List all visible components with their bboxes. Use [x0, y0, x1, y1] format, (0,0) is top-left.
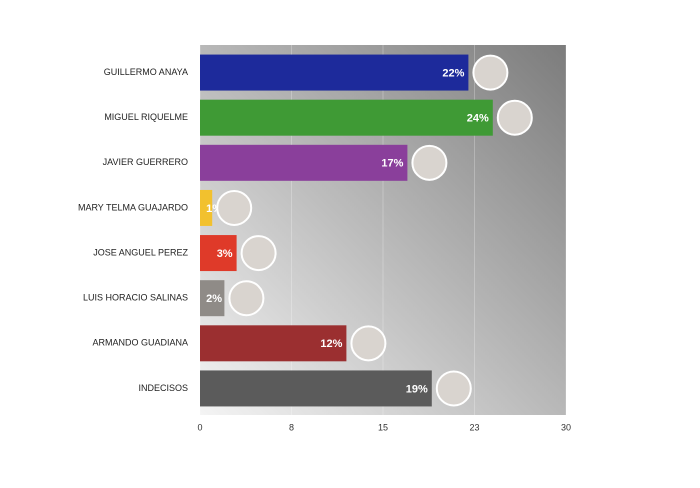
x-tick-label: 23 — [469, 422, 479, 432]
x-tick-label: 0 — [197, 422, 202, 432]
x-tick-label: 30 — [561, 422, 571, 432]
avatar — [240, 235, 277, 272]
value-label: 22% — [442, 67, 464, 79]
y-tick-label: INDECISOS — [138, 383, 188, 393]
y-tick-label: GUILLERMO ANAYA — [104, 67, 188, 77]
value-label: 17% — [381, 158, 403, 170]
bar — [200, 325, 347, 362]
y-tick-label: MIGUEL RIQUELME — [104, 112, 188, 122]
x-tick-label: 15 — [378, 422, 388, 432]
bar — [200, 99, 493, 136]
value-label: 12% — [320, 338, 342, 350]
avatar — [350, 325, 387, 362]
value-label: 3% — [217, 248, 233, 260]
y-tick-label: JAVIER GUERRERO — [103, 157, 188, 167]
value-label: 19% — [406, 383, 428, 395]
avatar — [472, 54, 509, 91]
avatar — [435, 370, 472, 407]
avatar — [228, 280, 265, 317]
avatar — [496, 99, 533, 136]
bar — [200, 235, 237, 272]
bar — [200, 144, 408, 181]
x-tick-label: 8 — [289, 422, 294, 432]
bar — [200, 54, 469, 91]
y-tick-label: MARY TELMA GUAJARDO — [78, 202, 188, 212]
bar — [200, 280, 225, 317]
bar — [200, 189, 213, 226]
bar — [200, 370, 432, 407]
avatar — [216, 189, 253, 226]
y-tick-label: ARMANDO GUADIANA — [92, 338, 188, 348]
y-tick-label: JOSE ANGUEL PEREZ — [93, 247, 188, 257]
y-tick-label: LUIS HORACIO SALINAS — [83, 293, 188, 303]
value-label: 24% — [467, 113, 489, 125]
value-label: 2% — [206, 293, 222, 305]
avatar — [411, 144, 448, 181]
